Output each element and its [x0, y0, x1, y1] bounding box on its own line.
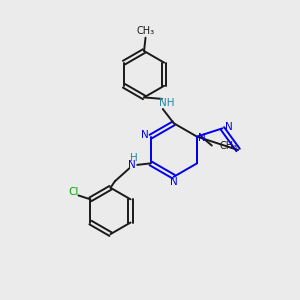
Text: N: N: [225, 122, 233, 132]
Text: CH₃: CH₃: [220, 140, 238, 151]
Text: NH: NH: [159, 98, 175, 108]
Text: N: N: [170, 177, 178, 187]
Text: N: N: [198, 133, 206, 143]
Text: N: N: [128, 160, 136, 170]
Text: H: H: [130, 153, 138, 163]
Text: Cl: Cl: [69, 187, 79, 196]
Text: CH₃: CH₃: [136, 26, 154, 36]
Text: N: N: [141, 130, 149, 140]
